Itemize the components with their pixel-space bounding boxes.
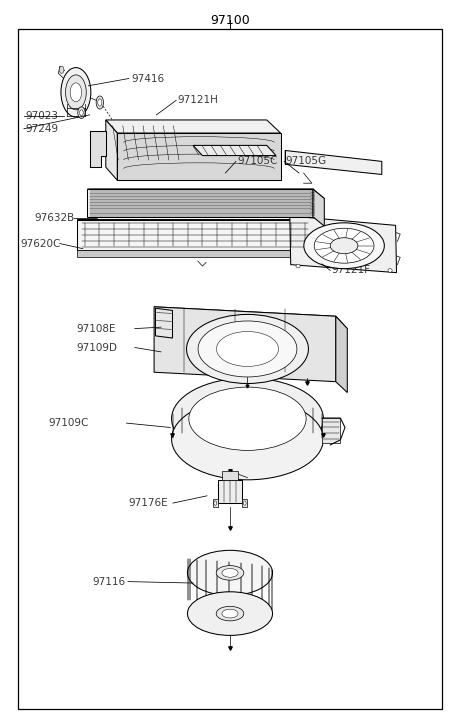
Text: 97176E: 97176E: [129, 498, 168, 508]
Polygon shape: [77, 250, 312, 257]
Text: 97109C: 97109C: [48, 418, 89, 428]
Ellipse shape: [330, 238, 357, 254]
Ellipse shape: [187, 592, 272, 635]
Polygon shape: [77, 220, 324, 228]
Text: 97108E: 97108E: [76, 324, 115, 334]
Ellipse shape: [303, 222, 384, 269]
Ellipse shape: [98, 99, 102, 106]
Ellipse shape: [222, 609, 238, 618]
Polygon shape: [106, 120, 280, 133]
Polygon shape: [155, 308, 172, 338]
Text: 97023: 97023: [25, 111, 58, 121]
Polygon shape: [77, 220, 312, 250]
Ellipse shape: [213, 501, 216, 505]
Polygon shape: [193, 145, 275, 156]
Ellipse shape: [96, 96, 103, 109]
Ellipse shape: [243, 501, 246, 505]
Ellipse shape: [59, 66, 64, 73]
Ellipse shape: [186, 314, 308, 383]
Polygon shape: [335, 316, 347, 393]
Text: 97121H: 97121H: [177, 95, 218, 105]
Polygon shape: [87, 189, 324, 198]
Text: 97121F: 97121F: [330, 265, 369, 276]
Ellipse shape: [66, 75, 86, 110]
Polygon shape: [312, 220, 324, 259]
Ellipse shape: [216, 606, 243, 621]
Ellipse shape: [198, 321, 297, 377]
Ellipse shape: [313, 228, 373, 263]
Ellipse shape: [296, 265, 300, 268]
Text: 97620C: 97620C: [21, 238, 61, 249]
Ellipse shape: [171, 378, 323, 459]
Polygon shape: [241, 499, 247, 507]
Polygon shape: [154, 307, 347, 329]
Text: 97105C: 97105C: [236, 156, 277, 166]
Ellipse shape: [70, 83, 82, 102]
Polygon shape: [221, 471, 238, 480]
Ellipse shape: [61, 68, 91, 117]
Ellipse shape: [216, 566, 243, 580]
Polygon shape: [87, 189, 312, 217]
Ellipse shape: [189, 387, 306, 451]
Ellipse shape: [222, 569, 238, 577]
Text: 97105G: 97105G: [285, 156, 325, 166]
Text: 97249: 97249: [25, 124, 58, 134]
Text: 97632B: 97632B: [34, 213, 75, 223]
Ellipse shape: [78, 107, 85, 119]
Polygon shape: [90, 131, 106, 167]
Ellipse shape: [171, 398, 323, 480]
Ellipse shape: [387, 269, 391, 273]
Text: 97116: 97116: [92, 577, 125, 587]
Polygon shape: [106, 120, 117, 180]
Polygon shape: [212, 499, 218, 507]
Text: 97416: 97416: [131, 73, 164, 84]
Polygon shape: [285, 150, 381, 174]
Ellipse shape: [216, 332, 278, 366]
Polygon shape: [321, 418, 340, 443]
Polygon shape: [117, 133, 280, 180]
Ellipse shape: [187, 550, 272, 595]
Polygon shape: [218, 480, 241, 503]
Polygon shape: [289, 216, 396, 273]
Text: 97100: 97100: [210, 14, 249, 27]
Polygon shape: [312, 189, 324, 226]
Text: 97109D: 97109D: [76, 342, 117, 353]
Ellipse shape: [79, 110, 83, 116]
Polygon shape: [154, 307, 335, 382]
